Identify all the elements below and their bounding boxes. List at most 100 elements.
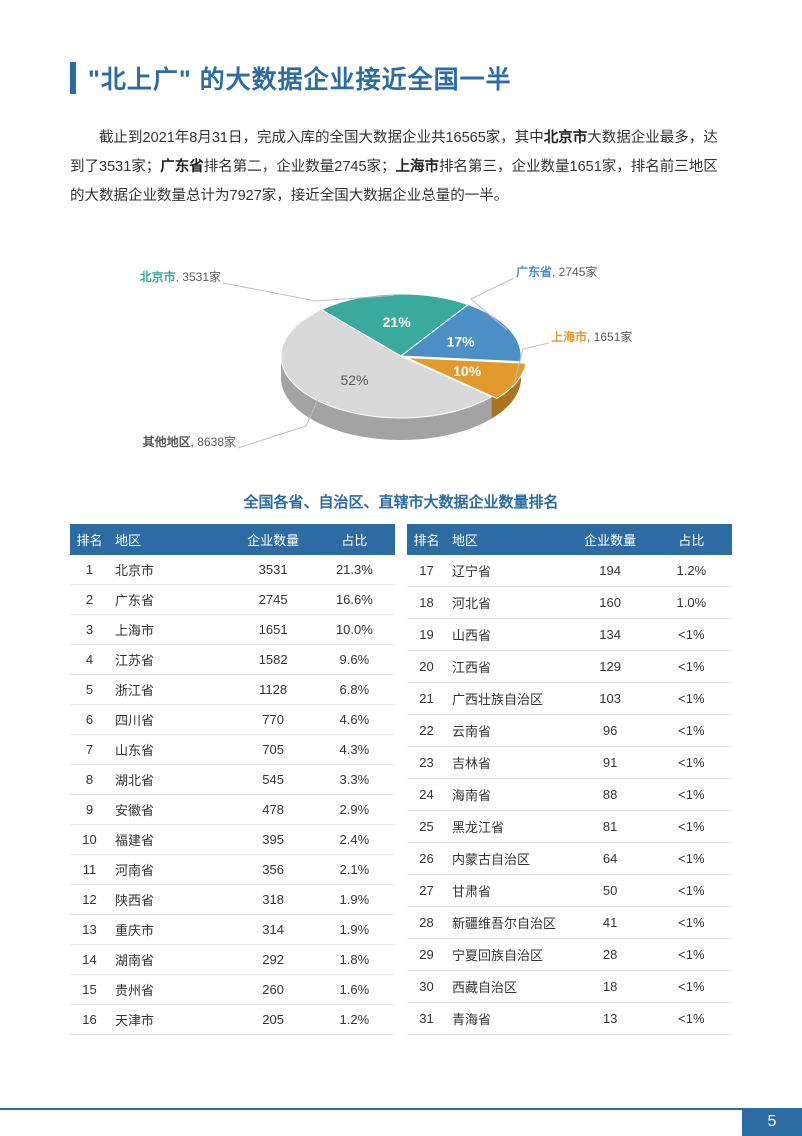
cell-count: 1582 bbox=[233, 645, 314, 675]
cell-rank: 6 bbox=[70, 705, 109, 735]
cell-pct: <1% bbox=[651, 970, 732, 1002]
cell-count: 81 bbox=[570, 810, 651, 842]
th-rank: 排名 bbox=[407, 524, 446, 555]
table-row: 25黑龙江省81<1% bbox=[407, 810, 732, 842]
table-row: 7山东省7054.3% bbox=[70, 735, 395, 765]
cell-rank: 23 bbox=[407, 746, 446, 778]
svg-text:其他地区, 8638家: 其他地区, 8638家 bbox=[143, 434, 236, 449]
th-count: 企业数量 bbox=[233, 524, 314, 555]
cell-rank: 31 bbox=[407, 1002, 446, 1034]
pie-chart-svg: 21%17%10%52%北京市, 3531家广东省, 2745家上海市, 165… bbox=[71, 221, 731, 481]
table-row: 14湖南省2921.8% bbox=[70, 945, 395, 975]
cell-rank: 3 bbox=[70, 615, 109, 645]
cell-rank: 19 bbox=[407, 618, 446, 650]
cell-rank: 16 bbox=[70, 1005, 109, 1035]
cell-region: 吉林省 bbox=[446, 746, 570, 778]
th-region: 地区 bbox=[109, 524, 233, 555]
cell-rank: 29 bbox=[407, 938, 446, 970]
table-row: 16天津市2051.2% bbox=[70, 1005, 395, 1035]
cell-pct: <1% bbox=[651, 906, 732, 938]
cell-count: 545 bbox=[233, 765, 314, 795]
cell-rank: 12 bbox=[70, 885, 109, 915]
cell-pct: 1.9% bbox=[314, 885, 395, 915]
cell-pct: <1% bbox=[651, 746, 732, 778]
cell-count: 205 bbox=[233, 1005, 314, 1035]
cell-rank: 22 bbox=[407, 714, 446, 746]
table-row: 17辽宁省1941.2% bbox=[407, 555, 732, 586]
cell-count: 478 bbox=[233, 795, 314, 825]
table-row: 31青海省13<1% bbox=[407, 1002, 732, 1034]
table-row: 20江西省129<1% bbox=[407, 650, 732, 682]
cell-region: 内蒙古自治区 bbox=[446, 842, 570, 874]
cell-pct: 16.6% bbox=[314, 585, 395, 615]
cell-count: 260 bbox=[233, 975, 314, 1005]
table-row: 23吉林省91<1% bbox=[407, 746, 732, 778]
intro-bold-1: 北京市 bbox=[544, 130, 588, 146]
rank-table-right: 排名 地区 企业数量 占比 17辽宁省1941.2%18河北省1601.0%19… bbox=[407, 524, 732, 1035]
cell-pct: 1.6% bbox=[314, 975, 395, 1005]
cell-region: 辽宁省 bbox=[446, 555, 570, 586]
cell-region: 甘肃省 bbox=[446, 874, 570, 906]
pie-chart-area: 21%17%10%52%北京市, 3531家广东省, 2745家上海市, 165… bbox=[70, 221, 732, 481]
table-row: 2广东省274516.6% bbox=[70, 585, 395, 615]
svg-text:广东省, 2745家: 广东省, 2745家 bbox=[516, 264, 597, 279]
cell-rank: 17 bbox=[407, 555, 446, 586]
cell-pct: 6.8% bbox=[314, 675, 395, 705]
cell-region: 江苏省 bbox=[109, 645, 233, 675]
cell-region: 青海省 bbox=[446, 1002, 570, 1034]
cell-pct: 2.1% bbox=[314, 855, 395, 885]
table-row: 26内蒙古自治区64<1% bbox=[407, 842, 732, 874]
cell-count: 88 bbox=[570, 778, 651, 810]
cell-region: 宁夏回族自治区 bbox=[446, 938, 570, 970]
table-row: 19山西省134<1% bbox=[407, 618, 732, 650]
cell-region: 河南省 bbox=[109, 855, 233, 885]
page-title: "北上广" 的大数据企业接近全国一半 bbox=[88, 60, 512, 96]
table-row: 3上海市165110.0% bbox=[70, 615, 395, 645]
cell-count: 292 bbox=[233, 945, 314, 975]
svg-text:17%: 17% bbox=[447, 333, 476, 349]
table-row: 12陕西省3181.9% bbox=[70, 885, 395, 915]
cell-rank: 1 bbox=[70, 555, 109, 585]
cell-pct: <1% bbox=[651, 842, 732, 874]
table-row: 18河北省1601.0% bbox=[407, 586, 732, 618]
table-row: 6四川省7704.6% bbox=[70, 705, 395, 735]
page-footer: 5 bbox=[0, 1108, 802, 1136]
cell-pct: 1.2% bbox=[314, 1005, 395, 1035]
cell-count: 134 bbox=[570, 618, 651, 650]
cell-rank: 9 bbox=[70, 795, 109, 825]
th-rank: 排名 bbox=[70, 524, 109, 555]
table-title: 全国各省、自治区、直辖市大数据企业数量排名 bbox=[70, 491, 732, 512]
cell-region: 重庆市 bbox=[109, 915, 233, 945]
cell-region: 湖北省 bbox=[109, 765, 233, 795]
cell-count: 1651 bbox=[233, 615, 314, 645]
table-row: 15贵州省2601.6% bbox=[70, 975, 395, 1005]
table-row: 8湖北省5453.3% bbox=[70, 765, 395, 795]
cell-pct: 4.6% bbox=[314, 705, 395, 735]
cell-region: 浙江省 bbox=[109, 675, 233, 705]
cell-region: 海南省 bbox=[446, 778, 570, 810]
cell-rank: 14 bbox=[70, 945, 109, 975]
rank-table-left: 排名 地区 企业数量 占比 1北京市353121.3%2广东省274516.6%… bbox=[70, 524, 395, 1035]
cell-region: 黑龙江省 bbox=[446, 810, 570, 842]
cell-count: 160 bbox=[570, 586, 651, 618]
cell-pct: 2.4% bbox=[314, 825, 395, 855]
cell-rank: 24 bbox=[407, 778, 446, 810]
cell-rank: 13 bbox=[70, 915, 109, 945]
intro-text-1: 截止到2021年8月31日，完成入库的全国大数据企业共16565家，其中 bbox=[99, 130, 544, 146]
cell-rank: 10 bbox=[70, 825, 109, 855]
svg-text:上海市, 1651家: 上海市, 1651家 bbox=[551, 329, 632, 344]
cell-region: 安徽省 bbox=[109, 795, 233, 825]
cell-region: 四川省 bbox=[109, 705, 233, 735]
cell-pct: 1.0% bbox=[651, 586, 732, 618]
cell-count: 318 bbox=[233, 885, 314, 915]
table-row: 27甘肃省50<1% bbox=[407, 874, 732, 906]
cell-count: 91 bbox=[570, 746, 651, 778]
cell-pct: <1% bbox=[651, 810, 732, 842]
table-row: 28新疆维吾尔自治区41<1% bbox=[407, 906, 732, 938]
table-row: 29宁夏回族自治区28<1% bbox=[407, 938, 732, 970]
cell-region: 北京市 bbox=[109, 555, 233, 585]
cell-count: 2745 bbox=[233, 585, 314, 615]
cell-rank: 26 bbox=[407, 842, 446, 874]
cell-region: 山东省 bbox=[109, 735, 233, 765]
table-row: 22云南省96<1% bbox=[407, 714, 732, 746]
